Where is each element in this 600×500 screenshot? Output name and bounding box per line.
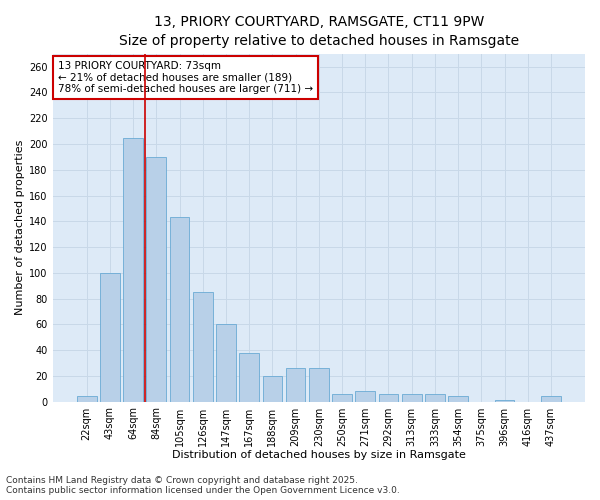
Bar xyxy=(402,394,422,402)
Bar xyxy=(541,396,561,402)
Bar xyxy=(425,394,445,402)
Bar xyxy=(448,396,468,402)
Bar xyxy=(309,368,329,402)
Y-axis label: Number of detached properties: Number of detached properties xyxy=(15,140,25,316)
Bar xyxy=(494,400,514,402)
Bar xyxy=(355,392,375,402)
Bar xyxy=(286,368,305,402)
Bar xyxy=(193,292,212,402)
Bar xyxy=(100,273,120,402)
X-axis label: Distribution of detached houses by size in Ramsgate: Distribution of detached houses by size … xyxy=(172,450,466,460)
Bar xyxy=(379,394,398,402)
Bar xyxy=(263,376,282,402)
Title: 13, PRIORY COURTYARD, RAMSGATE, CT11 9PW
Size of property relative to detached h: 13, PRIORY COURTYARD, RAMSGATE, CT11 9PW… xyxy=(119,15,519,48)
Bar xyxy=(216,324,236,402)
Bar xyxy=(123,138,143,402)
Text: Contains HM Land Registry data © Crown copyright and database right 2025.
Contai: Contains HM Land Registry data © Crown c… xyxy=(6,476,400,495)
Bar xyxy=(77,396,97,402)
Bar xyxy=(146,157,166,402)
Text: 13 PRIORY COURTYARD: 73sqm
← 21% of detached houses are smaller (189)
78% of sem: 13 PRIORY COURTYARD: 73sqm ← 21% of deta… xyxy=(58,61,313,94)
Bar xyxy=(332,394,352,402)
Bar xyxy=(170,218,190,402)
Bar xyxy=(239,352,259,402)
